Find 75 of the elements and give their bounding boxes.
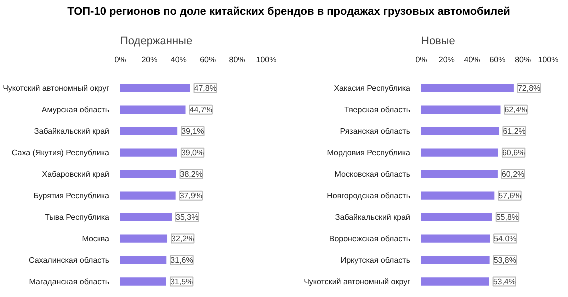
data-label: 38,2% xyxy=(180,170,203,179)
data-label: 53,4% xyxy=(493,277,516,286)
bar xyxy=(422,256,490,264)
bar xyxy=(120,127,178,136)
x-tick-label: 60% xyxy=(490,56,506,64)
data-label: 37,9% xyxy=(180,191,203,200)
text: ТОП-10 регионов по доле китайских брендов в продажах грузовых автомобилей xyxy=(68,5,510,20)
x-tick-label: 80% xyxy=(229,56,246,64)
data-label: 32,2% xyxy=(172,234,194,244)
data-label: 53,8% xyxy=(494,256,517,265)
y-tick-label: Сахалинская область xyxy=(28,256,110,265)
y-tick-label: Забайкальский край xyxy=(335,212,411,222)
bar xyxy=(422,84,514,92)
data-label: 31,5% xyxy=(170,277,194,286)
bar xyxy=(422,192,495,200)
y-tick-label: Мордовия Республика xyxy=(327,148,412,158)
y-tick-label: Хабаровский край xyxy=(42,170,110,179)
bar xyxy=(422,148,498,157)
bar xyxy=(120,213,172,222)
x-tick-label: 40% xyxy=(170,56,187,64)
x-tick-label: 0% xyxy=(416,56,428,64)
bar xyxy=(422,127,500,136)
y-tick-label: Тверская область xyxy=(344,105,411,114)
bar xyxy=(422,234,490,243)
x-tick-label: 20% xyxy=(142,56,158,64)
data-label: 61,2% xyxy=(503,126,526,136)
data-label: 72,8% xyxy=(518,84,541,93)
y-tick-label: Чукотский автономный округ xyxy=(3,84,110,93)
data-label: 60,6% xyxy=(502,148,526,158)
bar xyxy=(120,170,176,178)
x-tick-label: 80% xyxy=(515,56,532,64)
data-label: 31,6% xyxy=(170,256,194,265)
x-tick-label: 100% xyxy=(538,56,559,64)
y-tick-label: Тыва Республика xyxy=(45,212,110,222)
x-tick-label: 100% xyxy=(256,56,277,64)
y-tick-label: Забайкальский край xyxy=(34,126,110,136)
chart-subtitle: Подержанные xyxy=(120,36,193,48)
x-tick-label: 60% xyxy=(200,56,216,64)
y-tick-label: Воронежская область xyxy=(329,234,411,244)
data-label: 35,3% xyxy=(176,212,199,222)
y-tick-label: Магаданская область xyxy=(29,277,110,286)
bar xyxy=(422,170,498,178)
bar xyxy=(120,148,178,157)
y-tick-label: Иркутская область xyxy=(340,256,411,265)
y-tick-label: Саха (Якутия) Республика xyxy=(12,148,110,158)
bar xyxy=(120,278,166,286)
bar xyxy=(422,278,490,286)
x-tick-label: 0% xyxy=(114,56,126,64)
data-label: 57,6% xyxy=(498,191,522,200)
y-tick-label: Бурятия Республика xyxy=(34,191,110,200)
data-label: 55,8% xyxy=(496,212,520,222)
bar xyxy=(422,213,492,222)
y-tick-label: Амурская область xyxy=(42,105,110,114)
data-label: 47,8% xyxy=(194,84,217,93)
bar xyxy=(120,84,190,92)
data-label: 62,4% xyxy=(504,105,528,114)
x-tick-label: 20% xyxy=(438,56,455,64)
y-tick-label: Чукотский автономный округ xyxy=(304,277,411,286)
y-tick-label: Новгородская область xyxy=(327,191,410,200)
y-tick-label: Хакасия Республика xyxy=(334,84,412,93)
data-label: 44,7% xyxy=(190,105,212,114)
y-tick-label: Московская область xyxy=(334,170,410,179)
data-label: 39,1% xyxy=(182,126,204,136)
bar xyxy=(120,256,167,264)
bar xyxy=(120,106,186,114)
x-tick-label: 40% xyxy=(464,56,480,64)
data-label: 39,0% xyxy=(181,148,204,158)
bar xyxy=(120,234,168,243)
bar xyxy=(422,106,501,114)
data-label: 60,2% xyxy=(502,170,525,179)
data-label: 54,0% xyxy=(494,234,517,244)
bar xyxy=(120,192,176,200)
y-tick-label: Рязанская область xyxy=(340,126,411,136)
y-tick-label: Москва xyxy=(82,234,110,244)
chart-subtitle: Новые xyxy=(422,36,456,48)
